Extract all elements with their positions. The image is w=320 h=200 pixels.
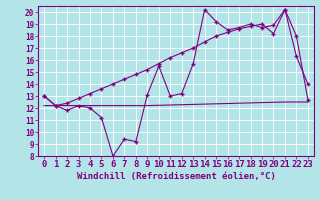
X-axis label: Windchill (Refroidissement éolien,°C): Windchill (Refroidissement éolien,°C) — [76, 172, 276, 181]
